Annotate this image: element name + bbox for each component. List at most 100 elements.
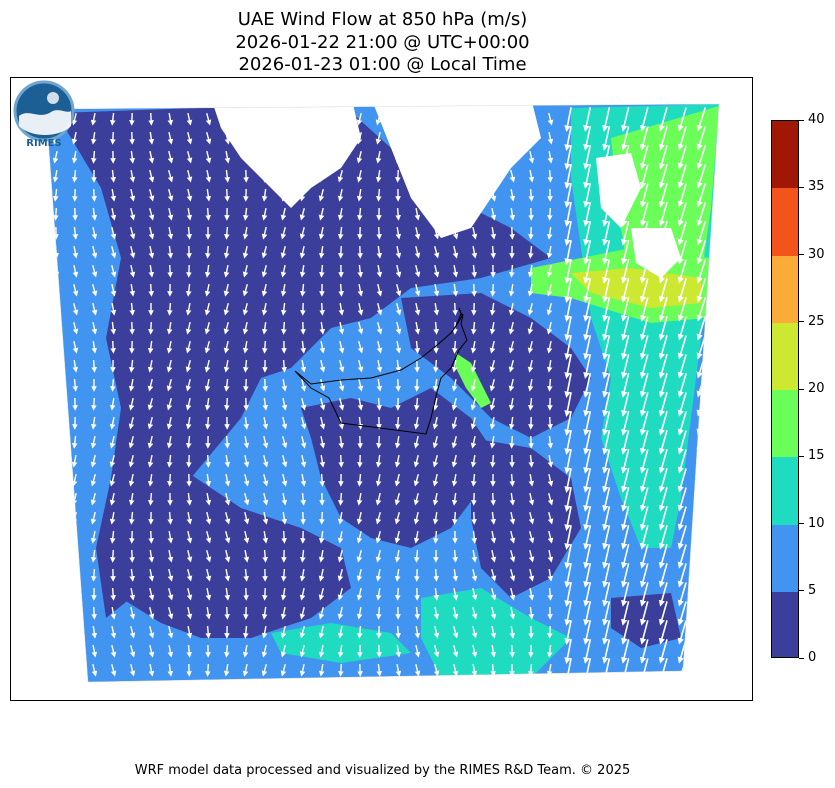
wind-arrow (147, 359, 154, 373)
wind-arrow (375, 150, 382, 164)
wind-arrow (677, 525, 687, 550)
wind-arrow (53, 378, 60, 392)
wind-arrow (677, 297, 687, 322)
wind-arrow (489, 435, 496, 449)
wind-arrow (299, 587, 306, 601)
colorbar-tick (799, 590, 804, 592)
wind-arrow (639, 126, 649, 151)
wind-arrow (583, 449, 592, 474)
wind-arrow (414, 207, 421, 221)
wind-arrow (602, 506, 611, 531)
wind-arrow (110, 644, 117, 658)
wind-arrow (527, 322, 534, 335)
wind-arrow (280, 227, 287, 240)
wind-arrow (432, 436, 439, 449)
colorbar-segment (772, 121, 798, 189)
wind-arrow (451, 473, 458, 487)
wind-arrow (471, 208, 478, 221)
wind-arrow (394, 112, 401, 126)
wind-arrow (602, 126, 611, 151)
wind-arrow (414, 340, 421, 354)
wind-arrow (639, 316, 649, 341)
wind-arrow (621, 563, 630, 588)
wind-arrow (583, 164, 592, 189)
wind-arrow (564, 221, 572, 246)
wind-arrow (204, 322, 211, 335)
wind-arrow (621, 145, 630, 170)
wind-arrow (433, 150, 439, 164)
wind-arrow (281, 511, 288, 525)
colorbar-tick (799, 186, 804, 188)
wind-arrow (243, 493, 250, 506)
wind-arrow (395, 303, 402, 316)
wind-arrow (148, 283, 154, 297)
wind-arrow (167, 511, 173, 525)
wind-arrow (338, 245, 344, 259)
wind-arrow (166, 321, 173, 335)
wind-arrow (602, 430, 611, 455)
colorbar-tick-label: 25 (808, 313, 825, 329)
wind-arrow (583, 259, 592, 284)
wind-arrow (527, 378, 534, 392)
wind-arrow (490, 588, 497, 601)
wind-arrow (224, 113, 231, 126)
wind-arrow (129, 664, 136, 677)
colorbar-tick-label: 20 (808, 381, 825, 396)
wind-arrow (72, 359, 79, 373)
wind-arrow (527, 245, 534, 259)
wind-arrow (205, 245, 211, 259)
wind-arrow (696, 544, 707, 569)
oman-musandam-outline (450, 307, 464, 334)
wind-arrow (414, 606, 421, 620)
wind-arrow (547, 587, 553, 601)
wind-arrow (280, 645, 287, 658)
wind-arrow (318, 150, 325, 164)
wind-arrow (696, 582, 707, 607)
wind-arrow (696, 202, 707, 227)
wind-arrow (639, 145, 649, 170)
wind-arrow (547, 150, 554, 164)
wind-arrow (243, 416, 250, 430)
wind-arrow (167, 625, 174, 639)
wind-arrow (281, 492, 288, 506)
wind-arrow (299, 169, 306, 183)
wind-arrow (148, 644, 155, 658)
wind-arrow (186, 511, 193, 525)
wind-arrow (564, 354, 572, 379)
wind-arrow (547, 512, 554, 525)
wind-arrow (528, 454, 535, 468)
wind-arrow (490, 151, 497, 164)
wind-arrow (375, 549, 382, 563)
wind-arrow (509, 493, 516, 506)
wind-arrow (71, 473, 78, 487)
wind-arrow (52, 188, 59, 202)
wind-arrow (205, 169, 212, 183)
wind-arrow (338, 663, 344, 677)
wind-arrow (621, 487, 630, 512)
wind-arrow (204, 398, 211, 411)
wind-arrow (52, 150, 59, 164)
wind-arrow (319, 511, 325, 525)
wind-arrow (166, 340, 173, 354)
wind-arrow (262, 549, 268, 563)
wind-arrow (148, 492, 154, 506)
wind-arrow (621, 449, 630, 474)
wind-arrow (356, 207, 363, 221)
wind-arrow (337, 606, 344, 620)
wind-arrow (602, 354, 611, 379)
wind-arrow (129, 626, 136, 639)
wind-map (45, 103, 720, 683)
wind-arrow (433, 359, 439, 373)
wind-arrow (432, 473, 439, 487)
wind-arrow (471, 588, 478, 601)
colorbar-segment (772, 188, 798, 256)
wind-arrow (696, 240, 707, 265)
wind-arrow (167, 549, 174, 563)
wind-arrow (677, 468, 687, 493)
wind-arrow (509, 587, 516, 601)
wind-arrow (602, 544, 611, 569)
colorbar-segment (772, 591, 798, 657)
wind-arrow (639, 278, 649, 303)
wind-arrow (376, 663, 383, 677)
wind-arrow (621, 392, 630, 417)
